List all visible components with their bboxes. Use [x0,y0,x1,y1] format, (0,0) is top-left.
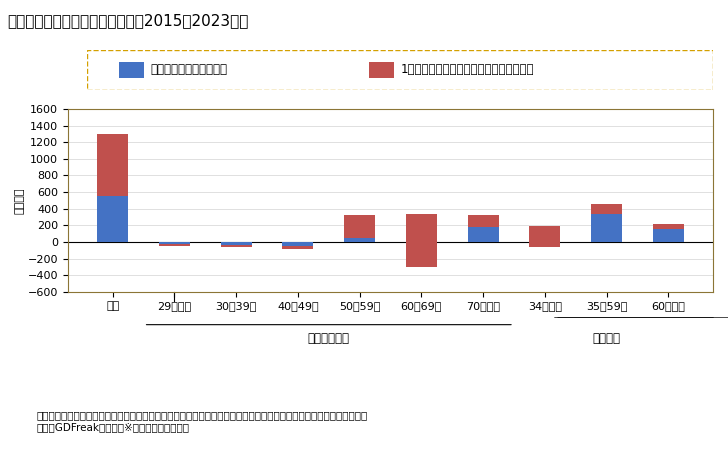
Bar [529,226,561,247]
Bar [653,225,684,242]
Bar [529,226,561,242]
Bar [282,242,313,246]
Bar [369,62,394,78]
Bar [406,242,437,267]
Text: 二人以上世帯: 二人以上世帯 [308,332,349,345]
Bar [344,216,375,238]
Bar [591,214,622,242]
Bar [344,238,375,242]
Bar [467,227,499,242]
Bar [653,225,684,229]
Text: 単身世帯: 単身世帯 [593,332,620,345]
Text: 出所：『家計調査』（総務省）及び『日本の世帯数の将来推計（全国推計）』（国立社会保障・人口問題研究所）から
　　　GDFreak推計　　※年齢は世帯主年齢。: 出所：『家計調査』（総務省）及び『日本の世帯数の将来推計（全国推計）』（国立社会… [36,410,368,432]
Bar [221,242,252,247]
Bar [159,244,190,246]
Bar [159,242,190,244]
Bar [282,246,313,248]
Bar [98,134,128,196]
Bar [406,214,437,267]
Text: 世帯数の変化による影響: 世帯数の変化による影響 [150,63,227,76]
Y-axis label: （億円）: （億円） [15,187,25,214]
Bar [119,62,143,78]
Bar [467,216,499,227]
Bar [591,204,622,214]
Text: 全世帯の消費支出額の変動要因（2015〜2023年）: 全世帯の消費支出額の変動要因（2015〜2023年） [7,14,249,28]
Bar [98,196,128,242]
Text: 1世帯当たり消費支出額の変化による影響: 1世帯当たり消費支出額の変化による影響 [400,63,534,76]
Bar [221,245,252,247]
